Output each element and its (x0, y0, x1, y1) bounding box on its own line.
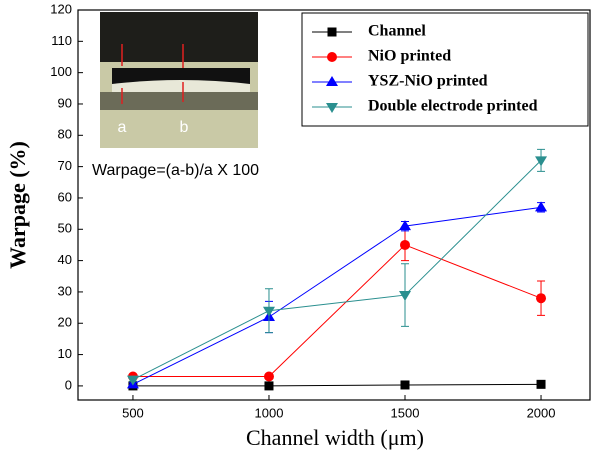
marker (535, 201, 547, 211)
annotation: Warpage=(a-b)/a X 100 (92, 162, 259, 179)
series-line (133, 384, 541, 386)
marker (400, 240, 410, 250)
marker (327, 52, 337, 62)
annotation: a (118, 119, 127, 136)
legend-label: NiO printed (368, 48, 451, 65)
x-tick-label: 1500 (391, 405, 420, 420)
y-axis-label: Warpage (%) (5, 141, 30, 269)
y-tick-label: 110 (51, 33, 72, 48)
series-line (133, 207, 541, 384)
y-tick-label: 90 (58, 95, 72, 110)
y-tick-label: 60 (58, 189, 72, 204)
marker (536, 293, 546, 303)
annotation: b (180, 119, 189, 136)
legend-label: Double electrode printed (368, 98, 538, 115)
y-tick-label: 100 (50, 64, 72, 79)
page: {"chart_data": {"type": "line", "x_label… (0, 0, 594, 463)
series-line (133, 160, 541, 379)
series-line (133, 245, 541, 377)
y-tick-label: 20 (58, 315, 72, 330)
x-tick-label: 1000 (255, 405, 284, 420)
marker (264, 381, 273, 390)
x-axis-label: Channel width (μm) (246, 425, 424, 450)
x-tick-label: 2000 (527, 405, 556, 420)
y-tick-label: 50 (58, 221, 72, 236)
marker (264, 372, 274, 382)
y-tick-label: 70 (58, 158, 72, 173)
marker (328, 28, 337, 37)
legend-label: YSZ-NiO printed (368, 73, 488, 90)
x-tick-label: 500 (122, 405, 144, 420)
legend-label: Channel (368, 23, 426, 40)
marker (537, 380, 546, 389)
y-tick-label: 120 (50, 1, 72, 16)
marker (399, 291, 411, 301)
y-tick-label: 10 (58, 346, 72, 361)
y-tick-label: 80 (58, 127, 72, 142)
marker (263, 307, 275, 317)
marker (401, 380, 410, 389)
y-tick-label: 30 (58, 283, 72, 298)
y-tick-label: 40 (58, 252, 72, 267)
chart: a b Warpage=(a-b)/a X 100 Channel width … (0, 0, 594, 463)
y-tick-label: 0 (65, 377, 72, 392)
